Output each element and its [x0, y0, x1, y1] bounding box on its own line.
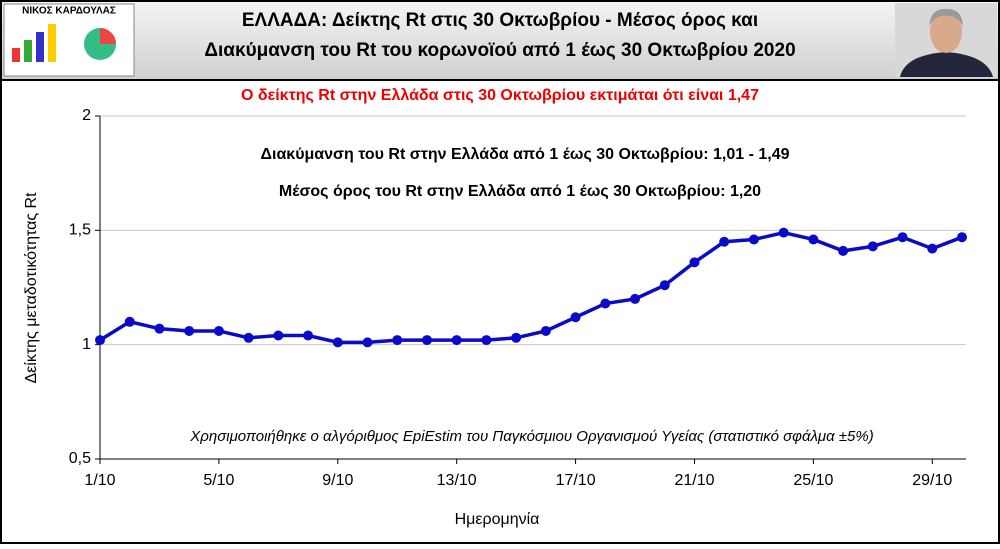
x-tick-label: 13/10 — [437, 472, 477, 489]
marker — [213, 325, 224, 336]
marker — [808, 234, 819, 245]
marker — [719, 236, 730, 247]
logo-bar — [24, 40, 32, 62]
marker — [748, 234, 759, 245]
marker — [273, 330, 284, 341]
marker — [124, 316, 135, 327]
marker — [303, 330, 314, 341]
x-tick-label: 17/10 — [556, 472, 596, 489]
marker — [511, 332, 522, 343]
marker — [659, 280, 670, 291]
y-tick-label: 1,5 — [69, 222, 91, 239]
y-tick-label: 0,5 — [69, 450, 91, 467]
marker — [243, 332, 254, 343]
annotation: Μέσος όρος του Rt στην Ελλάδα από 1 έως … — [279, 183, 761, 200]
chart-title: Διακύμανση του Rt του κορωνοϊού από 1 έω… — [204, 40, 795, 61]
marker — [184, 325, 195, 336]
photo-hair — [929, 8, 963, 26]
x-axis-label: Ημερομηνία — [455, 511, 540, 528]
marker — [838, 245, 849, 256]
photo-face — [930, 11, 962, 53]
marker — [957, 232, 967, 243]
annotation: Διακύμανση του Rt στην Ελλάδα από 1 έως … — [261, 146, 790, 163]
y-tick-label: 2 — [82, 107, 91, 124]
logo-text: ΝΙΚΟΣ ΚΑΡΔΟΥΛΑΣ — [22, 6, 116, 17]
x-tick-label: 21/10 — [674, 472, 714, 489]
header-bg — [2, 2, 998, 80]
photo — [895, 3, 997, 77]
marker — [154, 323, 165, 334]
marker — [421, 335, 432, 346]
x-tick-label: 1/10 — [84, 472, 115, 489]
logo-bar — [12, 48, 20, 62]
marker — [332, 337, 343, 348]
marker — [689, 257, 700, 268]
marker — [867, 241, 878, 252]
marker — [570, 312, 581, 323]
marker — [392, 335, 403, 346]
y-axis-label: Δείκτης μεταδοτικότητας Rt — [23, 192, 40, 384]
marker — [927, 243, 938, 254]
marker — [451, 335, 462, 346]
logo-bar — [36, 32, 44, 62]
marker — [95, 335, 105, 346]
photo-suit — [900, 52, 993, 77]
marker — [897, 232, 908, 243]
y-tick-label: 1 — [82, 336, 91, 353]
logo-bar — [48, 24, 56, 62]
marker — [778, 227, 789, 238]
x-tick-label: 25/10 — [793, 472, 833, 489]
marker — [362, 337, 373, 348]
x-tick-label: 5/10 — [203, 472, 234, 489]
chart-title: ΕΛΛΑΔΑ: Δείκτης Rt στις 30 Οκτωβρίου - Μ… — [242, 10, 758, 31]
line — [99, 230, 963, 345]
marker — [600, 298, 611, 309]
marker — [481, 335, 492, 346]
logo: ΝΙΚΟΣ ΚΑΡΔΟΥΛΑΣ — [3, 3, 135, 77]
x-tick-label: 29/10 — [912, 472, 952, 489]
marker — [540, 325, 551, 336]
logo-pie-slice — [100, 28, 116, 44]
marker — [630, 293, 641, 304]
x-tick-label: 9/10 — [322, 472, 353, 489]
annotation: Χρησιμοποιήθηκε ο αλγόριθμος EpiEstim το… — [189, 428, 873, 445]
chart-subtitle: Ο δείκτης Rt στην Ελλάδα στις 30 Οκτωβρί… — [241, 87, 759, 104]
